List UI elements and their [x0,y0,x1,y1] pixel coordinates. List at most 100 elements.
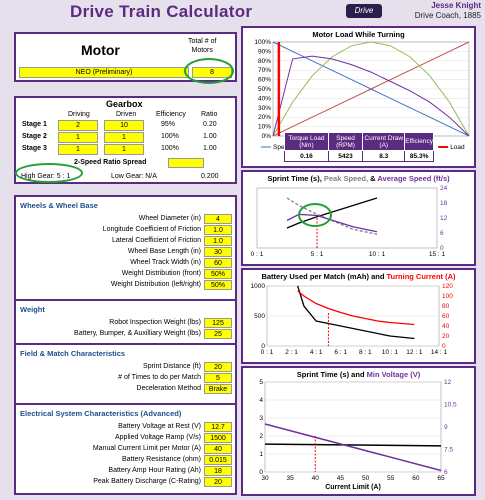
electrical-row-label: Battery Amp Hour Rating (Ah) [108,467,201,474]
x-tick-label: 5 : 1 [311,251,324,258]
y-tick-label: 500 [254,313,265,320]
field-row-label: Sprint Distance (ft) [143,363,201,370]
wheels-row-input[interactable]: 30 [204,247,232,257]
section-divider [16,343,235,345]
x-tick-label: 45 [337,475,345,482]
y-tick-label: 30% [258,105,271,112]
field-row-label: # of Times to do per Match [118,374,201,381]
driven-input[interactable]: 10 [104,120,144,131]
field-section-title: Field & Match Characteristics [20,349,126,358]
x-tick-label: 35 [287,475,295,482]
electrical-row-label: Peak Battery Discharge (C-Rating) [93,478,201,485]
wheels-row-input[interactable]: 4 [204,214,232,224]
y2-tick-label: 24 [440,185,448,192]
wheels-row-input[interactable]: 60 [204,258,232,268]
y2-tick-label: 6 [440,230,444,237]
series-min-voltage-line [264,423,442,472]
field-row-input[interactable]: Brake [204,384,232,394]
y-tick-label: 5 [259,379,263,386]
electrical-row-input[interactable]: 0.015 [204,455,232,465]
driving-input[interactable]: 2 [58,120,98,131]
electrical-row-input[interactable]: 40 [204,444,232,454]
weight-row-input[interactable]: 125 [204,318,232,328]
stage-label: Stage 2 [22,133,47,140]
battery-chart: 0 : 1 2 : 1 4 : 1 6 : 1 8 : 1 10 : 1 12 : 1 14 … [251,283,454,356]
driving-input[interactable]: 1 [58,132,98,143]
x-tick-label: 0 : 1 [251,251,264,258]
y-tick-label: 40% [258,95,271,102]
x-tick-label: 6 : 1 [334,349,347,356]
weight-row-input[interactable]: 25 [204,329,232,339]
driving-input[interactable]: 1 [58,144,98,155]
electrical-row-label: Applied Voltage Ramp (V/s) [115,434,201,441]
stage-ratio: 1.00 [203,145,217,152]
electrical-row-label: Battery Resistance (ohm) [122,456,201,463]
wheels-row-label: Wheel Base Length (in) [127,248,201,255]
weight-row-label: Robot Inspection Weight (lbs) [109,319,201,326]
motor-label: Motor [81,42,120,58]
gear-stage-row: Stage 3 1 1 100% 1.00 [16,144,235,155]
stats-grid: Torque Load (Nm) Speed (RPM) Current Draw … [284,132,434,162]
series-sprint-time-line [286,197,378,229]
stats-table: Torque Load (Nm) Speed (RPM) Current Draw … [284,132,434,166]
y-tick-label: 2 [259,433,263,440]
x-axis-label: Current Limit (A) [325,484,381,491]
driven-input[interactable]: 1 [104,144,144,155]
x-tick-label: 40 [312,475,320,482]
electrical-row-input[interactable]: 18 [204,466,232,476]
field-row-label: Deceleration Method [136,385,201,392]
x-tick-label: 8 : 1 [359,349,372,356]
wheels-row-input[interactable]: 1.0 [204,236,232,246]
x-tick-label: 30 [261,475,269,482]
y-tick-label: 4 [259,397,263,404]
y2-tick-label: 100 [442,293,453,300]
wheels-row-input[interactable]: 50% [204,280,232,290]
spread-input[interactable] [168,158,204,168]
series-power-line [272,41,470,137]
series-efficiency-line [272,55,470,137]
series-battery-used-line [297,285,415,340]
low-gear-label: Low Gear: N/A [111,173,157,180]
series-peak-speed-line [286,197,378,235]
y-tick-label: 0 [261,343,265,350]
weight-row-label: Battery, Bumper, & Auxilliary Weight (lb… [74,330,201,337]
x-tick-label: 10 : 1 [382,349,399,356]
y2-tick-label: 6 [444,469,448,476]
wheels-row-input[interactable]: 50% [204,269,232,279]
y2-tick-label: 60 [442,313,450,320]
stats-value: 8.3 [362,150,406,162]
x-tick-label: 2 : 1 [285,349,298,356]
wheels-row-input[interactable]: 1.0 [204,225,232,235]
author-role: Drive Coach, 1885 [414,11,481,20]
gearbox-panel: Gearbox Driving Driven Efficiency Ratio … [14,96,237,184]
stage-label: Stage 1 [22,121,47,128]
y-tick-label: 50% [258,86,271,93]
chart1-title: Motor Load While Turning [312,30,405,39]
stage-efficiency: 95% [161,121,176,128]
x-tick-label: 60 [412,475,420,482]
series-current-line [272,41,470,137]
overall-ratio: 0.200 [201,173,219,180]
field-row-input[interactable]: 20 [204,362,232,372]
x-tick-label: 55 [387,475,395,482]
electrical-row-label: Battery Voltage at Rest (V) [118,423,201,430]
electrical-row-input[interactable]: 1500 [204,433,232,443]
plot-area [256,187,438,249]
x-tick-label: 0 : 1 [261,349,274,356]
y2-tick-label: 40 [442,323,450,330]
electrical-row-input[interactable]: 20 [204,477,232,487]
wheels-section-title: Wheels & Wheel Base [20,201,98,210]
motor-select[interactable]: NEO (Preliminary) [19,67,189,78]
electrical-row-input[interactable]: 12.7 [204,422,232,432]
driven-input[interactable]: 1 [104,132,144,143]
y-tick-label: 1 [259,451,263,458]
high-gear-highlight [15,163,83,183]
wheels-row-label: Lateral Coefficient of Friction [112,237,201,244]
field-row-input[interactable]: 5 [204,373,232,383]
stats-header: Efficiency [404,132,434,151]
y-tick-label: 90% [258,48,271,55]
gear-stage-row: Stage 2 1 1 100% 1.00 [16,132,235,143]
series-sprint-time-line [264,443,442,447]
stats-value: 0.16 [284,150,329,162]
wheels-row-label: Weight Distribution (front) [121,270,201,277]
